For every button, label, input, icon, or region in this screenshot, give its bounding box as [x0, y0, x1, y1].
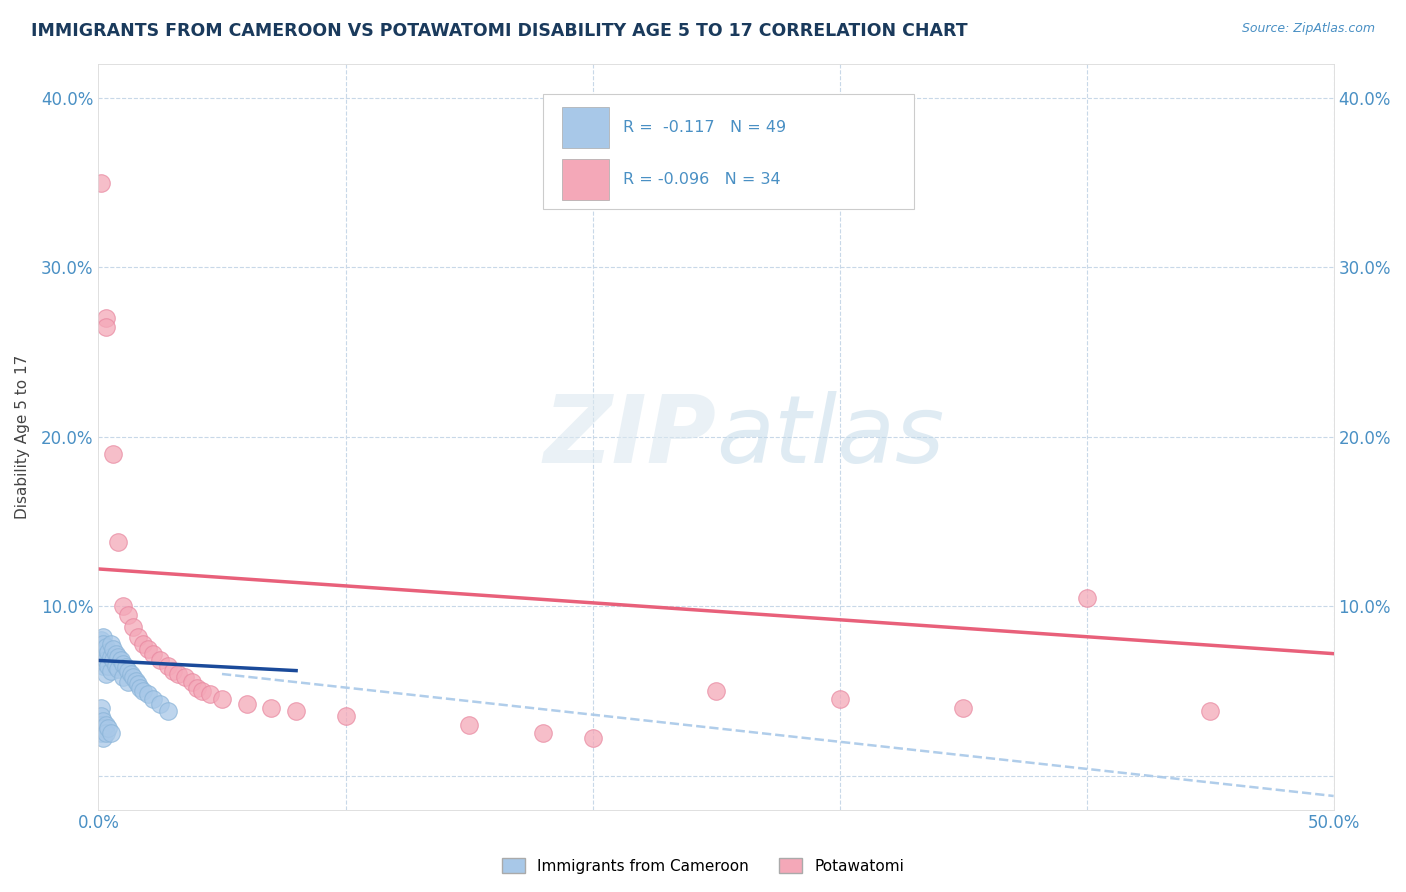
Text: IMMIGRANTS FROM CAMEROON VS POTAWATOMI DISABILITY AGE 5 TO 17 CORRELATION CHART: IMMIGRANTS FROM CAMEROON VS POTAWATOMI D… — [31, 22, 967, 40]
Point — [103, 641, 125, 656]
Point — [458, 718, 481, 732]
Y-axis label: Disability Age 5 to 17: Disability Age 5 to 17 — [15, 355, 30, 519]
Point — [191, 684, 214, 698]
Text: ZIP: ZIP — [543, 391, 716, 483]
Text: Source: ZipAtlas.com: Source: ZipAtlas.com — [1241, 22, 1375, 36]
Point — [97, 721, 120, 735]
Point — [90, 176, 112, 190]
Bar — [561, 107, 609, 148]
Point — [828, 692, 851, 706]
Point — [129, 681, 152, 695]
Point — [97, 645, 120, 659]
FancyBboxPatch shape — [543, 94, 914, 210]
Point — [100, 726, 122, 740]
Point — [94, 726, 117, 740]
Point — [235, 698, 257, 712]
Point — [94, 640, 117, 654]
Point — [110, 653, 132, 667]
Point — [335, 709, 357, 723]
Point — [122, 619, 145, 633]
Point — [90, 647, 112, 661]
Point — [112, 657, 135, 671]
Point — [136, 641, 159, 656]
Point — [132, 636, 155, 650]
Point — [1199, 704, 1222, 718]
Point — [107, 534, 129, 549]
Point — [120, 667, 142, 681]
Point — [117, 607, 139, 622]
Point — [162, 664, 184, 678]
Point — [142, 692, 165, 706]
Point — [1076, 591, 1098, 605]
Point — [93, 658, 115, 673]
Point — [90, 633, 112, 648]
Point — [104, 658, 127, 673]
Point — [94, 667, 117, 681]
Point — [117, 664, 139, 678]
Point — [90, 701, 112, 715]
Point — [93, 731, 115, 746]
Point — [104, 647, 127, 661]
Point — [127, 677, 149, 691]
Point — [90, 709, 112, 723]
Point — [114, 660, 136, 674]
Point — [581, 731, 603, 746]
Point — [103, 447, 125, 461]
Point — [704, 684, 727, 698]
Point — [103, 653, 125, 667]
Point — [94, 653, 117, 667]
Point — [94, 319, 117, 334]
Point — [107, 662, 129, 676]
Point — [124, 673, 146, 688]
Text: R =  -0.117   N = 49: R = -0.117 N = 49 — [623, 120, 786, 135]
Point — [93, 721, 115, 735]
Point — [94, 311, 117, 326]
Point — [181, 675, 204, 690]
Point — [142, 647, 165, 661]
Point — [186, 681, 208, 695]
Point — [122, 670, 145, 684]
Point — [90, 718, 112, 732]
Point — [93, 650, 115, 665]
Point — [132, 684, 155, 698]
Point — [107, 650, 129, 665]
Point — [93, 636, 115, 650]
Point — [90, 653, 112, 667]
Point — [156, 704, 179, 718]
Point — [94, 718, 117, 732]
Point — [97, 658, 120, 673]
Point — [198, 687, 221, 701]
Point — [211, 692, 233, 706]
Point — [90, 726, 112, 740]
Point — [285, 704, 308, 718]
Point — [149, 698, 172, 712]
Point — [93, 630, 115, 644]
Point — [90, 641, 112, 656]
Point — [166, 667, 188, 681]
Text: R = -0.096   N = 34: R = -0.096 N = 34 — [623, 172, 782, 187]
Legend: Immigrants from Cameroon, Potawatomi: Immigrants from Cameroon, Potawatomi — [496, 852, 910, 880]
Point — [174, 670, 197, 684]
Point — [952, 701, 974, 715]
Point — [112, 599, 135, 614]
Point — [149, 653, 172, 667]
Point — [156, 658, 179, 673]
Point — [100, 636, 122, 650]
Text: atlas: atlas — [716, 392, 945, 483]
Bar — [561, 159, 609, 200]
Point — [531, 726, 554, 740]
Point — [93, 714, 115, 729]
Point — [100, 650, 122, 665]
Point — [136, 687, 159, 701]
Point — [100, 664, 122, 678]
Point — [112, 670, 135, 684]
Point — [127, 630, 149, 644]
Point — [260, 701, 283, 715]
Point — [117, 675, 139, 690]
